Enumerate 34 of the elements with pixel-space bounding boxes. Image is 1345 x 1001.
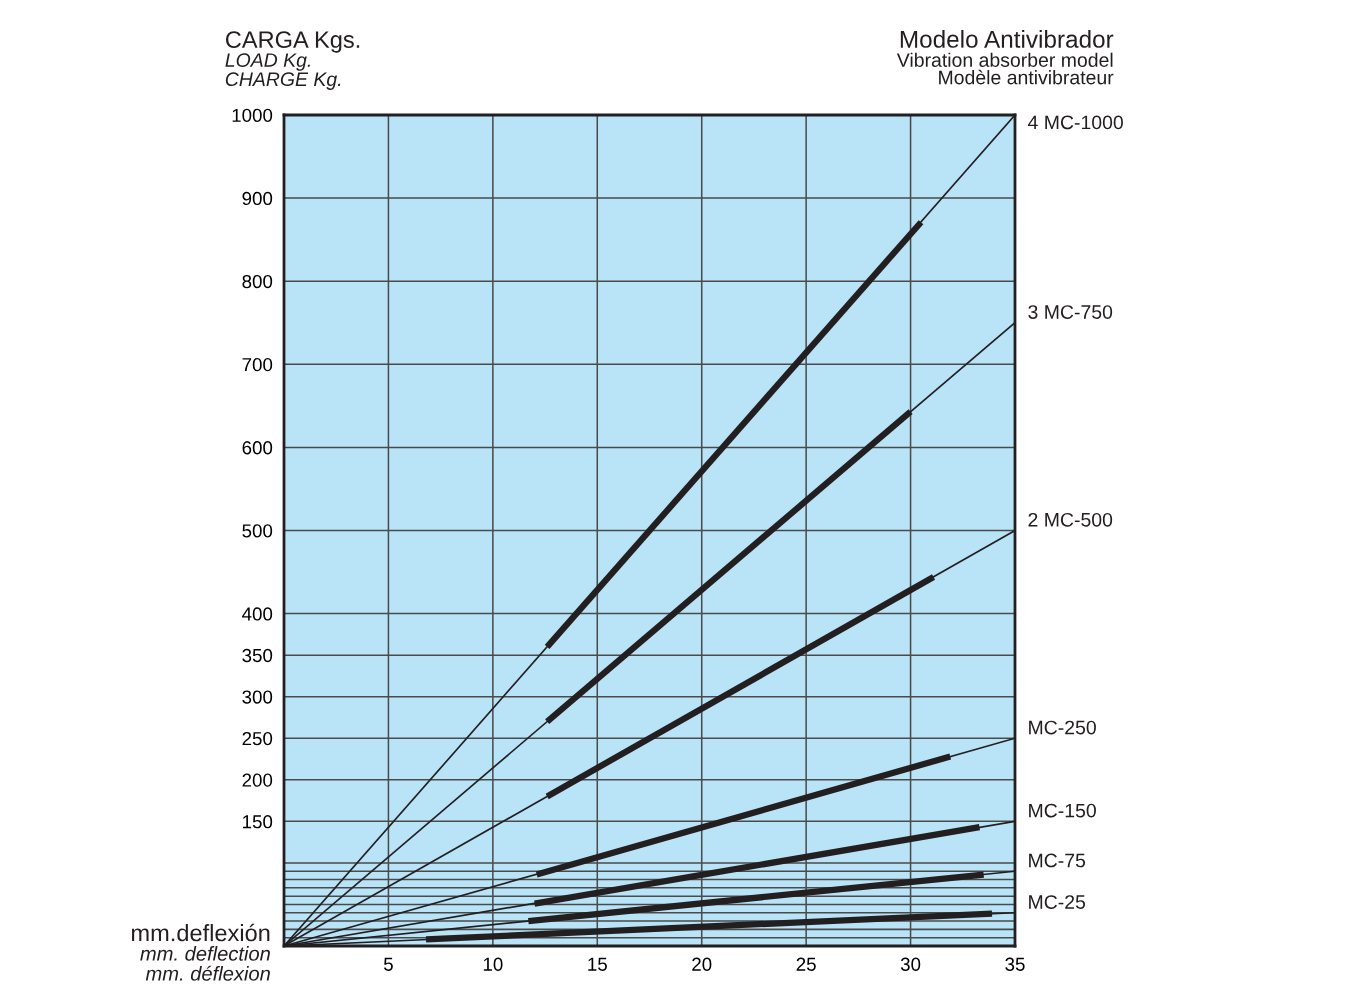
y-tick-label: 900 [242,191,273,206]
y-tick-label: 250 [242,731,273,746]
y-tick-label: 200 [242,773,273,787]
x-tick-label: 20 [692,957,712,971]
x-tick-label: 5 [383,957,393,971]
chart-title: Modelo Antivibrador [900,30,1114,48]
y-tick-label: 1000 [232,108,273,122]
y-tick-label: 500 [242,524,273,538]
text: mm. deflection [140,946,270,961]
x-tick-label: 30 [900,957,921,971]
series-label: 2 MC-500 [1028,512,1113,527]
y-tick-label: 300 [242,690,273,704]
text: LOAD Kg. [225,53,310,71]
y-axis-title: CARGA Kgs. [225,31,360,53]
x-tick-label: 10 [483,957,503,971]
x-tick-label: 25 [796,957,816,971]
text: CHARGE Kg. [225,72,341,90]
text: mm. déflexion [145,965,270,981]
y-tick-label: 800 [242,274,273,289]
y-tick-label: 700 [242,358,273,372]
series-label: MC-250 [1029,720,1096,735]
x-axis-title: mm.deflexión [132,923,270,942]
x-tick-label: 35 [1005,957,1025,971]
y-tick-label: 150 [243,815,273,829]
y-tick-label: 400 [242,607,273,621]
series-label: 4 MC-1000 [1027,115,1123,130]
series-label: 3 MC-750 [1028,305,1113,319]
x-tick-label: 15 [588,957,607,971]
y-tick-label: 350 [242,648,273,663]
series-label: MC-150 [1029,803,1096,818]
series-label: MC-25 [1029,895,1086,909]
y-tick-label: 600 [242,441,273,455]
series-label: MC-75 [1029,853,1086,868]
chart-subtitle: Vibration absorber model Modèle antivibrateur [896,52,1114,85]
